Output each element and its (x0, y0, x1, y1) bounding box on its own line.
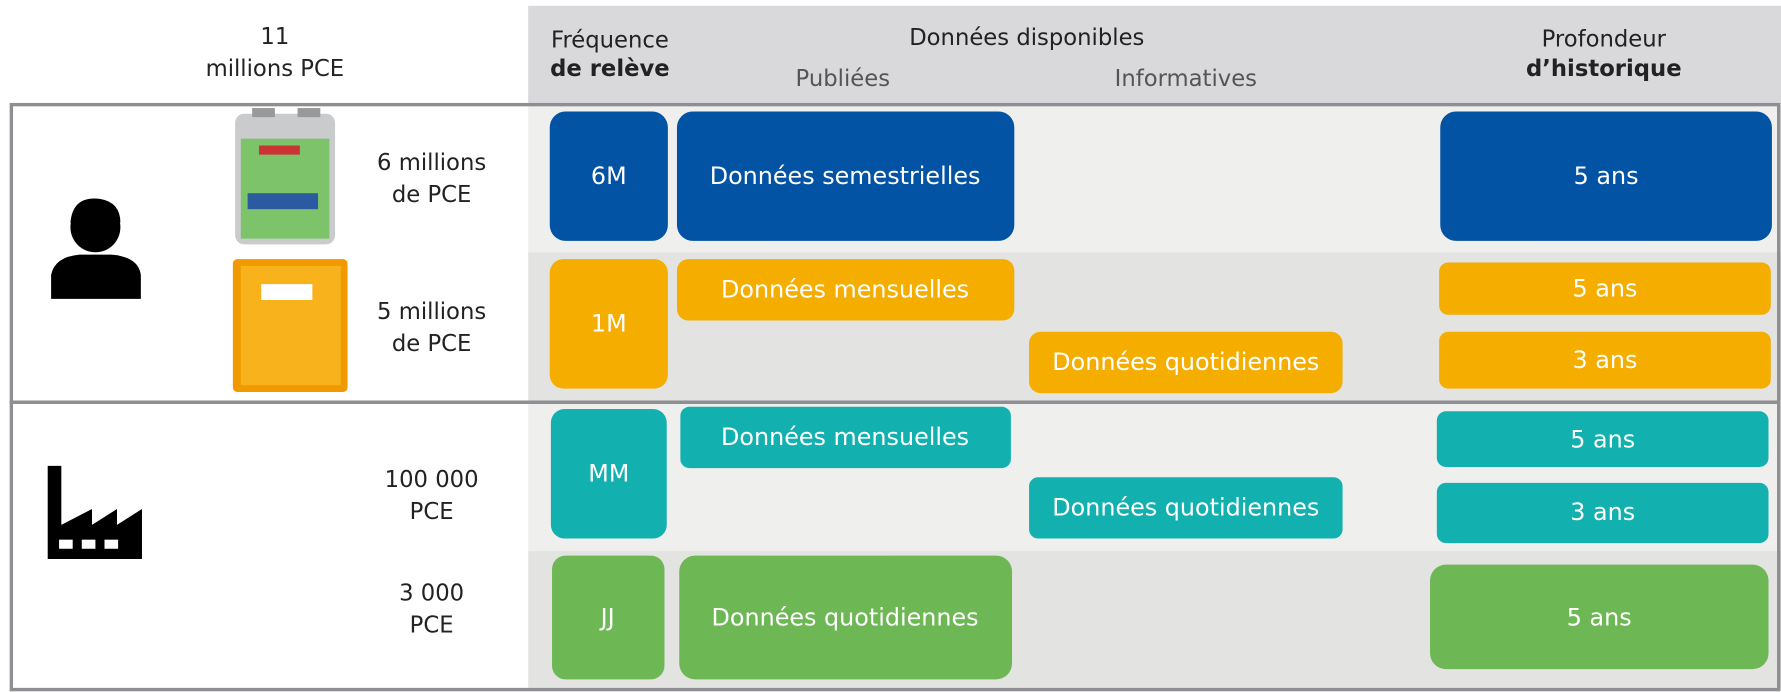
count: 6 millions (377, 150, 486, 176)
published-label: Données mensuelles (721, 275, 969, 303)
history-box (1439, 262, 1771, 315)
header-band (528, 5, 1781, 104)
history-label: 5 ans (1567, 604, 1632, 632)
informative-box (1029, 331, 1343, 394)
group-frame (9, 400, 1781, 692)
count: de PCE (392, 331, 471, 357)
header-history: d’historique (1526, 56, 1682, 82)
count: 100 000 (385, 467, 479, 493)
history-label: 3 ans (1572, 346, 1637, 374)
informative-box (1029, 477, 1343, 539)
frequency-box (552, 555, 665, 680)
history-label: 5 ans (1572, 274, 1637, 302)
informative-label: Données quotidiennes (1052, 493, 1319, 521)
published-label: Données quotidiennes (712, 604, 979, 632)
factory-icon (47, 465, 142, 559)
frequency-box (549, 259, 668, 389)
count: 3 000 (399, 581, 464, 607)
frequency-label: 6M (591, 162, 627, 190)
published-label: Données mensuelles (721, 423, 969, 451)
history-box (1439, 331, 1771, 389)
header-informative: Informatives (1115, 66, 1257, 92)
history-label: 5 ans (1570, 425, 1635, 453)
count: PCE (410, 499, 454, 525)
published-box (676, 111, 1015, 241)
frequency-label: JJ (599, 604, 615, 632)
frequency-label: 1M (591, 309, 627, 337)
history-box (1430, 564, 1769, 670)
person-icon (51, 198, 141, 299)
header-published: Publiées (796, 66, 890, 92)
published-box (680, 406, 1011, 469)
history-box (1436, 482, 1769, 544)
history-label: 3 ans (1570, 498, 1635, 526)
frequency-label: MM (588, 459, 629, 487)
count: de PCE (392, 182, 471, 208)
header-history: Profondeur (1542, 26, 1667, 52)
total-unit: millions PCE (206, 56, 345, 82)
frequency-box (549, 111, 668, 241)
gas-meter-image (235, 108, 336, 245)
count: 5 millions (377, 299, 486, 325)
history-box (1440, 111, 1772, 241)
published-box (676, 259, 1015, 321)
published-label: Données semestrielles (710, 162, 981, 190)
count: PCE (410, 612, 454, 638)
header-frequency: Fréquence (551, 28, 669, 54)
history-box (1436, 411, 1769, 467)
header-available: Données disponibles (909, 25, 1144, 51)
smart-meter-image (232, 259, 348, 393)
header-frequency: de relève (550, 56, 670, 82)
published-box (679, 555, 1013, 680)
frequency-box (550, 409, 667, 539)
history-label: 5 ans (1574, 162, 1639, 190)
informative-label: Données quotidiennes (1052, 348, 1319, 376)
total-value: 11 (260, 24, 289, 50)
